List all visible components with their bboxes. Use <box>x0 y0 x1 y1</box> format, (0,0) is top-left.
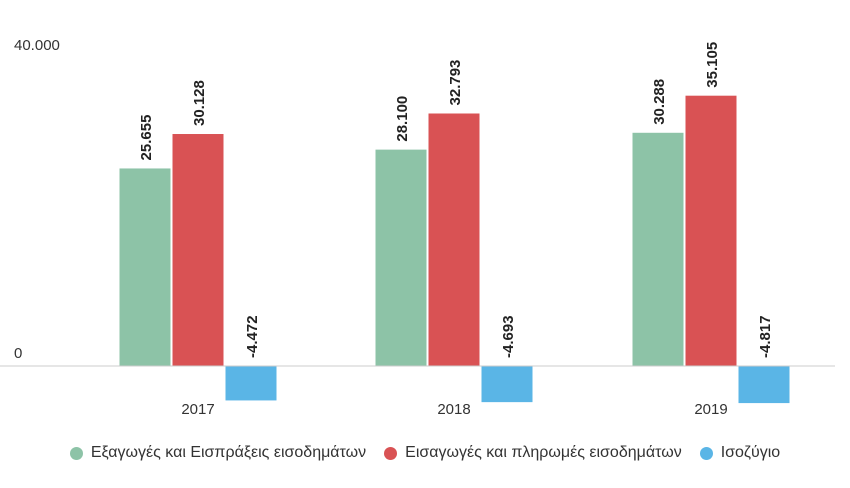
data-label: -4.472 <box>244 315 261 358</box>
x-axis-labels: 2017 2018 2019 <box>181 401 727 418</box>
data-label: 35.105 <box>704 42 721 88</box>
y-tick-label: 0 <box>14 345 22 362</box>
legend-item-imports[interactable]: Εισαγωγές και πληρωμές εισοδημάτων <box>384 444 682 462</box>
data-label: 25.655 <box>138 115 155 161</box>
data-label: 30.288 <box>651 79 668 125</box>
legend-marker-imports <box>384 446 398 460</box>
bar[interactable] <box>738 366 790 404</box>
legend-label-exports: Εξαγωγές και Εισπράξεις εισοδημάτων <box>90 444 367 461</box>
x-tick-label: 2019 <box>694 401 727 418</box>
data-label: 28.100 <box>394 96 411 142</box>
data-labels: 25.655 30.128 -4.472 28.100 32.793 -4.693 30.2… <box>138 42 774 358</box>
y-tick-label: 40.000 <box>14 37 60 54</box>
bar[interactable] <box>172 134 224 366</box>
legend: Εξαγωγές και Εισπράξεις εισοδημάτων Εισα… <box>0 444 850 462</box>
y-axis-ticks: 0 40.000 <box>14 37 60 362</box>
bar[interactable] <box>632 132 684 366</box>
bar[interactable] <box>119 168 171 366</box>
bar[interactable] <box>685 95 737 366</box>
bar[interactable] <box>375 149 427 366</box>
legend-item-exports[interactable]: Εξαγωγές και Εισπράξεις εισοδημάτων <box>69 444 367 462</box>
x-tick-label: 2017 <box>181 401 214 418</box>
legend-marker-exports <box>69 446 83 460</box>
legend-item-balance[interactable]: Ισοζύγιο <box>699 444 781 462</box>
bar[interactable] <box>428 113 480 366</box>
bar[interactable] <box>481 366 533 403</box>
bars <box>119 95 790 404</box>
legend-marker-balance <box>699 446 713 460</box>
data-label: -4.817 <box>757 315 774 358</box>
legend-label-imports: Εισαγωγές και πληρωμές εισοδημάτων <box>405 444 682 461</box>
x-tick-label: 2018 <box>437 401 470 418</box>
data-label: -4.693 <box>500 315 517 358</box>
bar[interactable] <box>225 366 277 401</box>
legend-label-balance: Ισοζύγιο <box>720 444 781 461</box>
data-label: 32.793 <box>447 60 464 106</box>
data-label: 30.128 <box>191 80 208 126</box>
